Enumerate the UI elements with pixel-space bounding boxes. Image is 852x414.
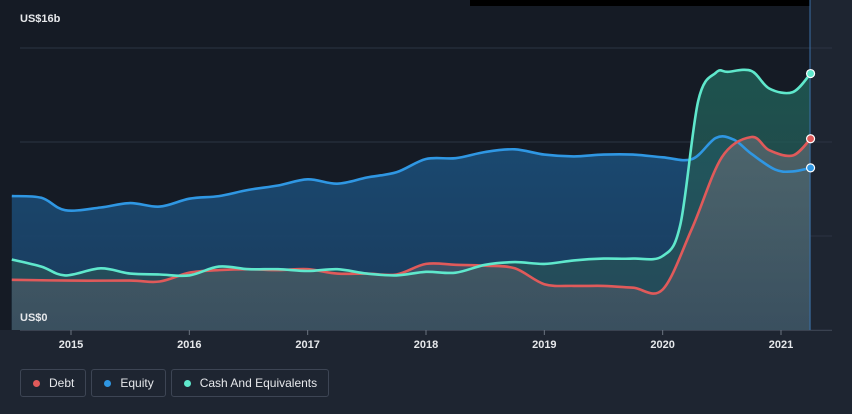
x-tick-label: 2020 <box>650 339 674 351</box>
x-tick-label: 2019 <box>532 339 556 351</box>
x-tick-label: 2016 <box>177 339 201 351</box>
equity-dot-icon <box>104 379 112 387</box>
legend-item-cash[interactable]: Cash And Equivalents <box>170 369 330 397</box>
y-axis-top-label: US$16b <box>20 13 61 25</box>
legend-item-debt[interactable]: Debt <box>20 369 87 397</box>
x-axis-ticks: 2015 2016 2017 2018 2019 2020 2021 <box>20 330 832 351</box>
top-highlight-bar <box>470 0 810 6</box>
series-areas <box>11 69 811 331</box>
cash-and-equivalents-area <box>11 69 811 331</box>
legend-label-debt: Debt <box>49 376 75 390</box>
equity-end-point[interactable] <box>805 163 816 173</box>
y-axis-bottom-label: US$0 <box>20 312 48 324</box>
x-tick-label: 2018 <box>414 339 438 351</box>
cash-dot-icon <box>183 379 191 387</box>
debt-end-point[interactable] <box>805 134 816 144</box>
equity-line <box>11 135 811 212</box>
plot-background-future <box>810 0 852 330</box>
series-lines <box>11 68 812 295</box>
legend-label-equity: Equity <box>120 376 154 390</box>
x-tick-label: 2021 <box>769 339 793 351</box>
legend-label-cash: Cash And Equivalents <box>199 376 318 390</box>
legend: Debt Equity Cash And Equivalents <box>20 369 330 397</box>
x-tick-label: 2015 <box>59 339 83 351</box>
debt-dot-icon <box>33 379 40 387</box>
x-tick-label: 2017 <box>295 339 319 351</box>
debt-area <box>11 136 811 330</box>
cash-and-equivalents-line <box>11 68 812 278</box>
legend-item-equity[interactable]: Equity <box>91 369 166 397</box>
series-end-markers <box>805 68 816 173</box>
cash-and-equivalents-end-point[interactable] <box>805 68 816 79</box>
